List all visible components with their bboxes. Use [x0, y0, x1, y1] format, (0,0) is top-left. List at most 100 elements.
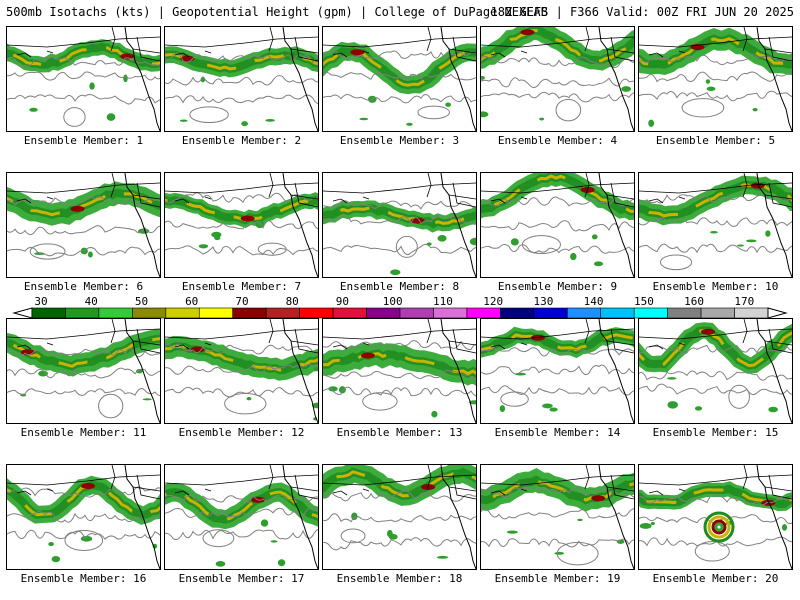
height-contour — [639, 344, 792, 355]
jet-stream-core — [481, 29, 634, 63]
jet-stream-core — [481, 174, 634, 214]
political-boundary — [268, 465, 318, 500]
political-boundary — [165, 36, 318, 48]
political-boundary — [110, 27, 160, 62]
coastline — [174, 50, 212, 58]
ensemble-map — [639, 465, 792, 569]
ensemble-member-label: Ensemble Member: 2 — [181, 134, 302, 147]
isotach-patch — [570, 252, 577, 261]
height-contour — [323, 214, 476, 225]
political-boundary — [639, 328, 792, 340]
closed-low-isotach — [707, 515, 731, 539]
isotach-patch — [746, 239, 757, 243]
wind-speed-maximum — [530, 334, 545, 341]
coastline — [124, 27, 160, 131]
height-contour — [165, 494, 318, 503]
height-contour — [521, 235, 561, 255]
isotach-patch — [506, 530, 518, 534]
isotach-patch — [710, 231, 718, 234]
height-contour — [323, 386, 476, 397]
political-boundary — [742, 173, 792, 208]
ensemble-map — [165, 173, 318, 277]
isotach-patch — [431, 410, 438, 418]
coastline — [490, 196, 528, 204]
isotach-patch — [388, 533, 398, 540]
colorbar-segment — [31, 307, 66, 319]
height-contour — [7, 56, 160, 67]
isotach-patch — [705, 79, 711, 84]
colorbar-segment — [98, 307, 133, 319]
political-boundary — [323, 474, 476, 486]
political-boundary — [481, 474, 634, 486]
isotach-patch — [29, 107, 38, 112]
ensemble-member-label: Ensemble Member: 20 — [652, 572, 779, 585]
ensemble-map-panel — [638, 26, 793, 132]
isotach-patch — [89, 82, 95, 90]
ensemble-map-panel — [164, 172, 319, 278]
height-contour — [481, 385, 634, 396]
height-contour — [481, 91, 634, 103]
coastline — [16, 488, 54, 496]
jet-stream-core — [639, 328, 792, 368]
ensemble-map — [323, 173, 476, 277]
isotach-patch — [481, 111, 489, 118]
height-contour — [323, 50, 476, 59]
isotach-patch — [445, 102, 451, 107]
colorbar-segment — [65, 307, 100, 319]
height-contour — [481, 347, 634, 357]
height-contour — [500, 391, 529, 407]
isotach-patch — [142, 398, 152, 401]
colorbar-min-arrow — [12, 307, 33, 319]
coastline — [332, 196, 370, 204]
colorbar-segment — [165, 307, 200, 319]
height-contour — [7, 225, 160, 236]
coastline — [598, 27, 634, 131]
ensemble-map-panel — [6, 464, 161, 570]
ensemble-map — [323, 465, 476, 569]
coastline — [648, 488, 686, 496]
height-contour — [417, 105, 450, 120]
ensemble-map-panel — [164, 318, 319, 424]
colorbar-tick-label: 110 — [432, 295, 453, 308]
isotach-patch — [51, 555, 61, 563]
ensemble-map — [639, 27, 792, 131]
height-contour — [481, 243, 634, 254]
ensemble-map-panel — [322, 172, 477, 278]
coastline — [174, 342, 212, 350]
isotach-patch — [390, 269, 401, 276]
ensemble-map — [481, 319, 634, 423]
colorbar-segment — [232, 307, 267, 319]
height-contour — [224, 392, 267, 415]
isotach-patch — [481, 76, 485, 80]
height-contour — [165, 386, 318, 398]
political-boundary — [639, 474, 792, 486]
wind-speed-maximum — [421, 484, 436, 491]
wind-speed-maximum — [591, 495, 606, 502]
wind-speed-maximum — [120, 53, 135, 60]
height-contour — [165, 75, 318, 86]
ensemble-map — [481, 465, 634, 569]
political-boundary — [110, 319, 160, 354]
coastline — [648, 196, 686, 204]
height-contour — [7, 71, 160, 81]
ensemble-map — [323, 27, 476, 131]
coastline — [282, 27, 318, 131]
colorbar-max-arrow — [767, 307, 788, 319]
colorbar-tick-label: 170 — [734, 295, 755, 308]
height-contour — [694, 541, 730, 562]
political-boundary — [742, 319, 792, 354]
height-contour — [481, 196, 634, 207]
isotach-patch — [591, 234, 598, 240]
isotach-patch — [554, 551, 565, 555]
coastline — [648, 342, 686, 350]
map-header: 500mb Isotachs (kts) | Geopotential Heig… — [0, 0, 800, 24]
ensemble-map-panel — [638, 172, 793, 278]
ensemble-map-panel — [480, 464, 635, 570]
political-boundary — [639, 36, 792, 48]
coastline — [124, 173, 160, 277]
ensemble-map-panel — [6, 318, 161, 424]
ensemble-map — [7, 319, 160, 423]
isotach-patch — [781, 524, 788, 531]
ensemble-member-label: Ensemble Member: 15 — [652, 426, 779, 439]
colorbar-segment — [700, 307, 735, 319]
